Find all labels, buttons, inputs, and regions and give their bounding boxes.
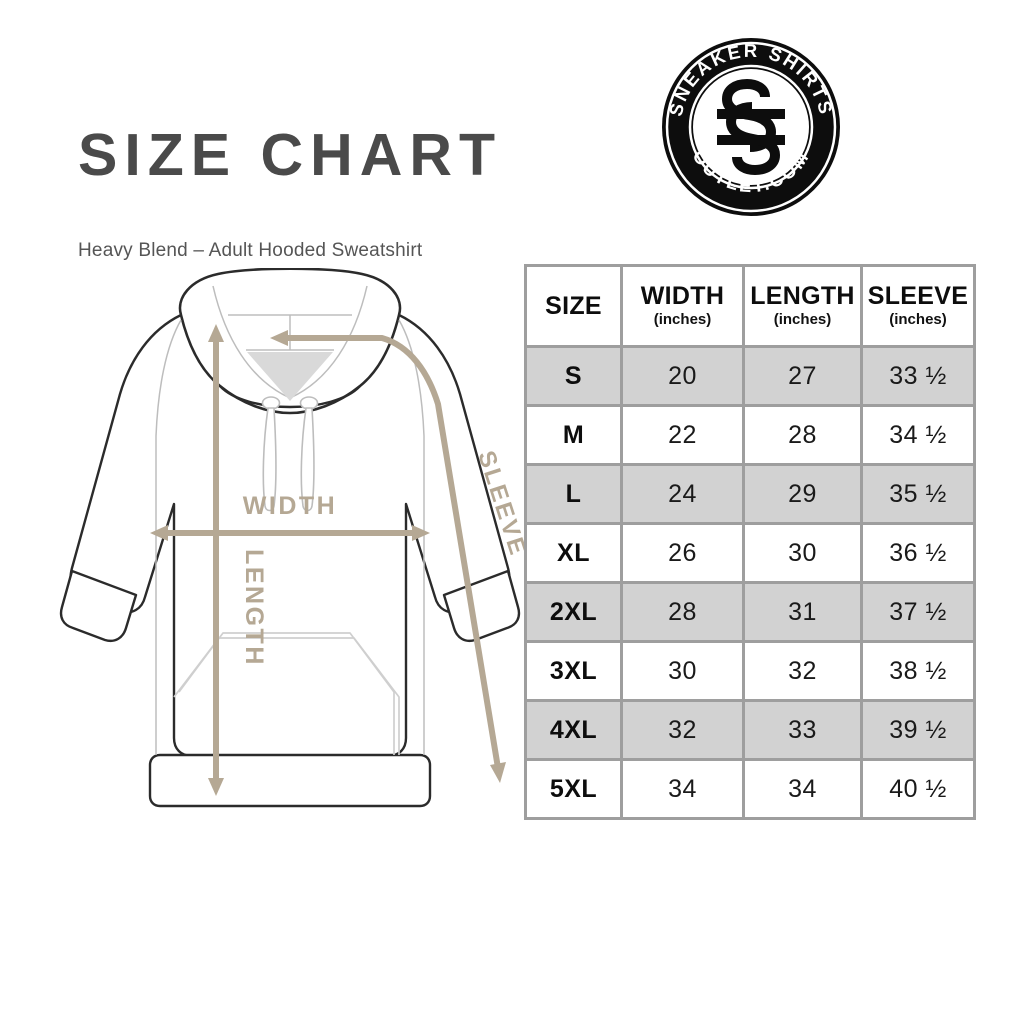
cell-width: 24: [620, 463, 745, 525]
cell-length: 31: [742, 581, 863, 643]
column-header-length-label: LENGTH: [750, 282, 855, 311]
cell-width: 22: [620, 404, 745, 466]
cell-width: 32: [620, 699, 745, 761]
column-header-sleeve-unit: (inches): [889, 310, 947, 328]
cell-length: 27: [742, 345, 863, 407]
cell-width: 30: [620, 640, 745, 702]
cell-length: 30: [742, 522, 863, 584]
table-row: L 24 29 35 ½: [524, 463, 976, 525]
cell-size: 3XL: [524, 640, 623, 702]
cell-size: 2XL: [524, 581, 623, 643]
cell-sleeve: 39 ½: [860, 699, 976, 761]
logo-inner-disc: [693, 69, 809, 185]
cell-width: 34: [620, 758, 745, 820]
cell-length: 29: [742, 463, 863, 525]
column-header-size: SIZE: [524, 264, 623, 348]
cell-sleeve: 40 ½: [860, 758, 976, 820]
cell-sleeve: 34 ½: [860, 404, 976, 466]
cell-width: 28: [620, 581, 745, 643]
neck-opening: [219, 385, 361, 409]
cell-width: 26: [620, 522, 745, 584]
cell-size: 5XL: [524, 758, 623, 820]
table-header-row: SIZE WIDTH (inches) LENGTH (inches) SLEE…: [524, 264, 976, 348]
kangaroo-pocket: [173, 632, 400, 755]
table-row: 4XL 32 33 39 ½: [524, 699, 976, 761]
size-chart-table-container: SIZE WIDTH (inches) LENGTH (inches) SLEE…: [524, 264, 976, 820]
table-body: S 20 27 33 ½ M 22 28 34 ½ L 24 29 35 ½ XL 26 30 36 ½ 2XL…: [524, 345, 976, 820]
length-measure-arrow: [208, 324, 224, 796]
cell-sleeve: 38 ½: [860, 640, 976, 702]
column-header-size-label: SIZE: [545, 291, 602, 320]
cell-length: 32: [742, 640, 863, 702]
column-header-sleeve: SLEEVE (inches): [860, 264, 976, 348]
table-row: M 22 28 34 ½: [524, 404, 976, 466]
width-label: WIDTH: [243, 492, 337, 520]
table-row: 5XL 34 34 40 ½: [524, 758, 976, 820]
shoulder-seams: [155, 319, 425, 755]
cell-sleeve: 33 ½: [860, 345, 976, 407]
column-header-sleeve-label: SLEEVE: [867, 282, 969, 311]
width-measure-arrow: [150, 525, 430, 541]
cell-sleeve: 37 ½: [860, 581, 976, 643]
hood-inner-seams: [212, 285, 368, 399]
cell-length: 33: [742, 699, 863, 761]
page-title: SIZE CHART: [78, 122, 502, 188]
drawstrings: [261, 396, 319, 512]
cell-sleeve: 36 ½: [860, 522, 976, 584]
table-row: 3XL 30 32 38 ½: [524, 640, 976, 702]
cell-size: M: [524, 404, 623, 466]
cell-length: 28: [742, 404, 863, 466]
cell-size: XL: [524, 522, 623, 584]
hood-shadow: [247, 352, 333, 401]
column-header-length-unit: (inches): [773, 310, 832, 328]
cell-size: 4XL: [524, 699, 623, 761]
column-header-width: WIDTH (inches): [620, 264, 745, 348]
table-row: S 20 27 33 ½: [524, 345, 976, 407]
table-row: 2XL 28 31 37 ½: [524, 581, 976, 643]
brand-logo: SNEAKER SHIRTS OUTLET.COM: [659, 35, 843, 219]
cell-length: 34: [742, 758, 863, 820]
column-header-width-label: WIDTH: [640, 282, 725, 311]
length-label: LENGTH: [240, 549, 268, 667]
hoodie-illustration: WIDTH LENGTH SLEEVE: [50, 268, 530, 848]
column-header-width-unit: (inches): [653, 310, 712, 328]
title-block: SIZE CHART: [78, 126, 502, 185]
cell-size: L: [524, 463, 623, 525]
table-row: XL 26 30 36 ½: [524, 522, 976, 584]
cell-sleeve: 35 ½: [860, 463, 976, 525]
page-subtitle: Heavy Blend – Adult Hooded Sweatshirt: [78, 240, 423, 261]
cell-width: 20: [620, 345, 745, 407]
cell-size: S: [524, 345, 623, 407]
logo-ss-monogram: [717, 78, 785, 176]
sleeve-measure-arrow: [270, 330, 506, 783]
size-chart-table: SIZE WIDTH (inches) LENGTH (inches) SLEE…: [524, 264, 976, 820]
column-header-length: LENGTH (inches): [742, 264, 863, 348]
